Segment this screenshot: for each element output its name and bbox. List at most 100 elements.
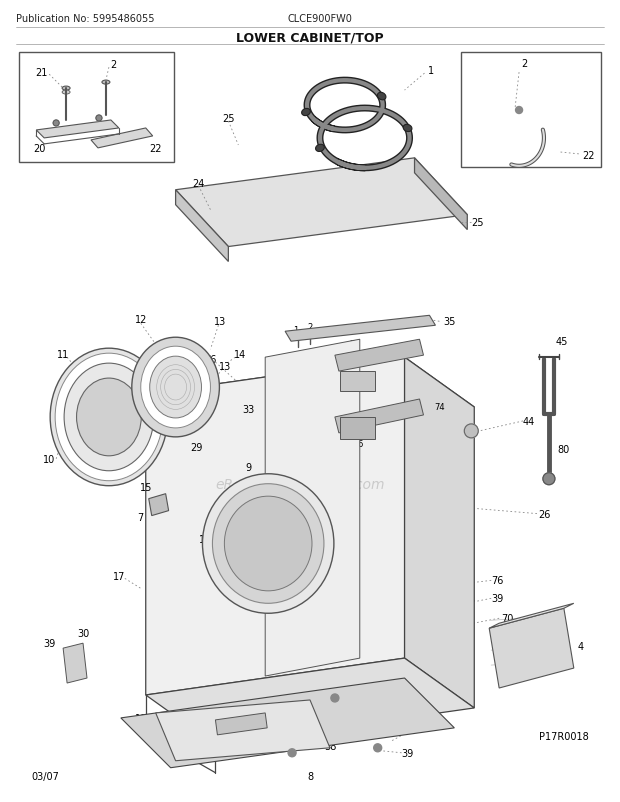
Ellipse shape — [316, 145, 324, 152]
Text: 74: 74 — [350, 339, 360, 348]
Text: 30: 30 — [77, 629, 89, 638]
Text: 58A: 58A — [166, 741, 185, 751]
Text: 12: 12 — [135, 315, 147, 325]
Circle shape — [331, 694, 339, 702]
Polygon shape — [175, 159, 467, 247]
Text: 18: 18 — [169, 728, 182, 738]
Circle shape — [53, 121, 59, 127]
Text: 33: 33 — [242, 404, 254, 415]
Text: 1: 1 — [293, 326, 299, 334]
Circle shape — [374, 744, 382, 751]
Text: 25: 25 — [471, 217, 484, 227]
Text: 22: 22 — [583, 151, 595, 160]
Text: 7: 7 — [138, 512, 144, 522]
Text: 9: 9 — [298, 522, 303, 532]
Text: 77: 77 — [393, 711, 406, 721]
Ellipse shape — [149, 357, 202, 419]
Text: LOWER CABINET/TOP: LOWER CABINET/TOP — [236, 32, 384, 45]
Polygon shape — [405, 358, 474, 708]
Text: 44: 44 — [523, 416, 535, 427]
Ellipse shape — [224, 496, 312, 591]
Polygon shape — [156, 700, 330, 761]
Text: 22: 22 — [149, 144, 162, 154]
Bar — [19, 53, 174, 163]
Text: 9: 9 — [246, 462, 251, 472]
Text: 15: 15 — [140, 482, 152, 492]
Text: 10: 10 — [43, 454, 55, 464]
Text: 75: 75 — [330, 365, 340, 375]
Polygon shape — [415, 159, 467, 230]
Bar — [461, 53, 601, 168]
Polygon shape — [121, 678, 454, 768]
Polygon shape — [146, 658, 474, 745]
Circle shape — [288, 749, 296, 757]
Ellipse shape — [62, 87, 70, 91]
Polygon shape — [146, 358, 405, 695]
Ellipse shape — [64, 363, 154, 471]
Text: 14: 14 — [234, 350, 246, 360]
Polygon shape — [335, 399, 423, 433]
Text: P17R0018: P17R0018 — [539, 731, 589, 741]
Text: 2: 2 — [308, 322, 312, 331]
Circle shape — [516, 107, 523, 115]
Text: 74: 74 — [434, 403, 445, 412]
Text: 24: 24 — [192, 179, 205, 188]
Text: 70: 70 — [501, 614, 513, 623]
Polygon shape — [91, 129, 153, 148]
Text: 17: 17 — [113, 572, 125, 581]
Ellipse shape — [55, 354, 162, 481]
Text: 1: 1 — [428, 66, 435, 76]
Text: 13: 13 — [219, 362, 231, 371]
Text: 39: 39 — [43, 638, 55, 648]
Text: 20: 20 — [33, 144, 45, 154]
Circle shape — [96, 115, 102, 122]
Text: 75: 75 — [330, 423, 340, 431]
Ellipse shape — [62, 91, 70, 95]
Text: 36: 36 — [350, 693, 362, 703]
Text: 13: 13 — [215, 317, 226, 327]
Circle shape — [464, 424, 478, 439]
Polygon shape — [146, 358, 474, 444]
Text: 19: 19 — [135, 713, 147, 723]
Polygon shape — [215, 713, 267, 735]
Text: 39: 39 — [491, 593, 503, 604]
Polygon shape — [149, 494, 169, 516]
Text: 4: 4 — [578, 642, 584, 651]
Text: 16: 16 — [200, 534, 211, 544]
Text: 39: 39 — [401, 747, 414, 758]
Ellipse shape — [203, 474, 334, 614]
Ellipse shape — [102, 81, 110, 85]
Ellipse shape — [50, 349, 167, 486]
Polygon shape — [489, 604, 574, 629]
Text: 76: 76 — [204, 354, 216, 365]
Text: eReplacementParts.com: eReplacementParts.com — [215, 477, 385, 491]
Text: 2: 2 — [110, 60, 116, 70]
Text: 03/07: 03/07 — [31, 771, 59, 780]
Text: 6: 6 — [357, 439, 363, 449]
Text: 26: 26 — [538, 509, 550, 519]
Circle shape — [543, 473, 555, 485]
Text: 27: 27 — [304, 522, 316, 532]
Ellipse shape — [403, 125, 412, 132]
Bar — [340, 417, 374, 439]
Ellipse shape — [141, 346, 210, 428]
Text: 45: 45 — [556, 337, 568, 346]
Ellipse shape — [76, 379, 141, 456]
Text: 25: 25 — [222, 114, 234, 124]
Text: 29: 29 — [190, 442, 203, 452]
Ellipse shape — [378, 93, 386, 101]
Text: CLCE900FW0: CLCE900FW0 — [288, 14, 352, 24]
Ellipse shape — [213, 484, 324, 604]
Text: 21: 21 — [35, 68, 47, 78]
Text: 76: 76 — [491, 576, 503, 585]
Polygon shape — [489, 609, 574, 688]
Polygon shape — [63, 643, 87, 683]
Polygon shape — [175, 191, 228, 262]
Text: Publication No: 5995486055: Publication No: 5995486055 — [16, 14, 155, 24]
Text: 80: 80 — [558, 444, 570, 454]
Ellipse shape — [132, 338, 219, 437]
Text: 2: 2 — [521, 59, 527, 69]
Polygon shape — [335, 340, 423, 371]
Polygon shape — [285, 316, 435, 342]
Polygon shape — [265, 340, 360, 676]
